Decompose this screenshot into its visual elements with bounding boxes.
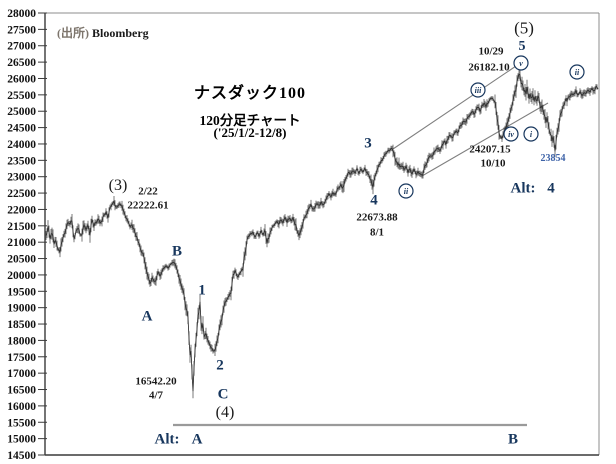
wave-circle-iii — [470, 82, 486, 98]
y-axis-label: 21000 — [7, 237, 36, 249]
y-axis-label: 20000 — [7, 270, 36, 282]
y-axis-label: 22500 — [7, 188, 36, 200]
price-bars — [45, 69, 598, 399]
y-axis-label: 16500 — [7, 385, 36, 397]
wave-circle-label-i: i — [530, 130, 533, 139]
y-axis-label: 28000 — [7, 8, 36, 20]
wave-circle-v — [513, 55, 529, 71]
y-axis-label: 23000 — [7, 172, 36, 184]
channel-trendline-1 — [392, 63, 520, 150]
wave-circle-label-ii: ii — [404, 187, 409, 196]
y-axis-label: 15000 — [7, 434, 36, 446]
y-axis-label: 14500 — [7, 450, 36, 462]
wave-circle-iv — [503, 126, 519, 142]
wave-circle-i — [523, 126, 539, 142]
y-axis-label: 18000 — [7, 335, 36, 347]
y-axis-label: 27500 — [7, 24, 36, 36]
y-axis-label: 20500 — [7, 254, 36, 266]
wave-circle-label-iv: iv — [508, 130, 514, 139]
y-axis-label: 15500 — [7, 417, 36, 429]
price-line — [45, 73, 599, 392]
y-axis-label: 19500 — [7, 286, 36, 298]
wave-circle-ii — [569, 64, 585, 80]
y-axis-label: 18500 — [7, 319, 36, 331]
y-axis-label: 21500 — [7, 221, 36, 233]
wave-circle-label-ii: ii — [575, 68, 580, 77]
y-axis-label: 24500 — [7, 123, 36, 135]
y-axis-label: 25000 — [7, 106, 36, 118]
y-axis-label: 27000 — [7, 41, 36, 53]
wave-circle-label-v: v — [519, 59, 523, 68]
y-axis-label: 19000 — [7, 303, 36, 315]
y-axis-label: 26000 — [7, 73, 36, 85]
wave-circle-label-iii: iii — [475, 86, 482, 95]
y-axis-label: 24000 — [7, 139, 36, 151]
y-axis-label: 25500 — [7, 90, 36, 102]
y-axis-label: 22000 — [7, 204, 36, 216]
y-axis-label: 26500 — [7, 57, 36, 69]
y-axis-label: 16000 — [7, 401, 36, 413]
y-axis-label: 17000 — [7, 368, 36, 380]
y-axis-label: 23500 — [7, 155, 36, 167]
y-axis-label: 17500 — [7, 352, 36, 364]
wave-circle-ii — [398, 183, 414, 199]
channel-trendline-2 — [421, 102, 549, 177]
